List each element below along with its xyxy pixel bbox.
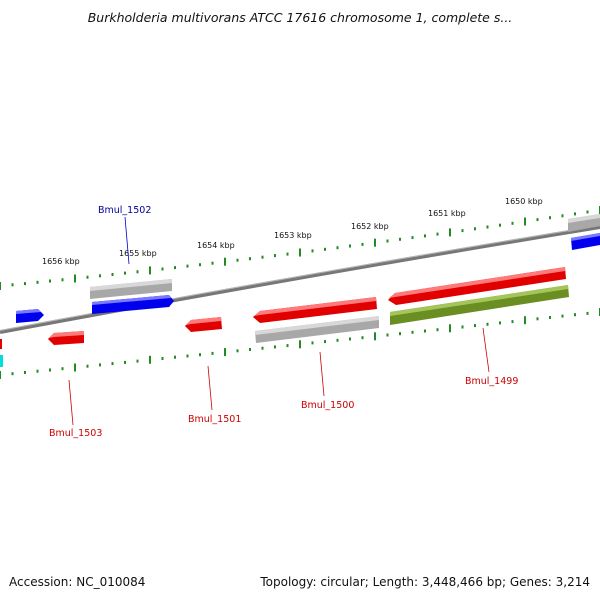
scale-label-1652: 1652 kbp <box>351 222 389 231</box>
outer-scale-ring <box>0 206 600 290</box>
chromosome-backbone-highlight <box>0 225 600 331</box>
gene-bmul-1501-forward[interactable] <box>185 317 222 332</box>
gene-bmul-1500-forward[interactable] <box>253 297 377 323</box>
grey-feature-right-edge[interactable] <box>568 214 600 232</box>
gene-label-bmul-1502[interactable]: Bmul_1502 <box>98 205 151 216</box>
chromosome-backbone <box>0 225 600 334</box>
olive-feature-bmul-1499[interactable] <box>390 285 569 325</box>
leader-line-bmul-1500 <box>319 351 325 397</box>
gene-bmul-1503-forward[interactable] <box>48 331 84 345</box>
grey-feature-bmul-1502[interactable] <box>90 279 172 299</box>
gene-label-bmul-1500[interactable]: Bmul_1500 <box>301 400 354 411</box>
gene-right-edge-blue[interactable] <box>571 233 600 250</box>
leader-line-bmul-1502 <box>124 216 130 265</box>
gene-label-bmul-1503[interactable]: Bmul_1503 <box>49 428 102 439</box>
scale-label-1656: 1656 kbp <box>42 257 80 266</box>
map-title: Burkholderia multivorans ATCC 17616 chro… <box>87 10 513 25</box>
gene-bmul-1502-forward[interactable] <box>92 295 174 314</box>
inner-scale-ring <box>0 308 600 379</box>
gene-left-edge-blue[interactable] <box>16 309 44 323</box>
genome-summary-text: Topology: circular; Length: 3,448,466 bp… <box>260 575 590 589</box>
leader-line-bmul-1503 <box>68 379 74 426</box>
grey-feature-bmul-1500[interactable] <box>255 316 379 343</box>
gene-label-bmul-1501[interactable]: Bmul_1501 <box>188 414 241 425</box>
accession-text: Accession: NC_010084 <box>9 575 146 589</box>
gene-label-bmul-1499[interactable]: Bmul_1499 <box>465 376 518 387</box>
scale-label-1653: 1653 kbp <box>274 231 312 240</box>
gene-bmul-1499-forward[interactable] <box>388 267 566 305</box>
red-feature-left-edge[interactable] <box>0 339 2 349</box>
leader-line-bmul-1499 <box>482 327 490 373</box>
scale-label-1650: 1650 kbp <box>505 197 543 206</box>
scale-label-1651: 1651 kbp <box>428 209 466 218</box>
scale-label-1654: 1654 kbp <box>197 241 235 250</box>
leader-line-bmul-1501 <box>207 365 213 411</box>
scale-label-1655: 1655 kbp <box>119 249 157 258</box>
cyan-feature-left-edge[interactable] <box>0 355 3 367</box>
